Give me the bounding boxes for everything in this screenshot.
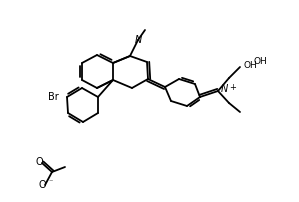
Text: ⁻: ⁻ bbox=[49, 178, 53, 186]
Text: N: N bbox=[134, 35, 142, 45]
Text: +: + bbox=[229, 82, 236, 92]
Text: OH: OH bbox=[254, 57, 268, 65]
Text: O: O bbox=[38, 180, 46, 190]
Text: N: N bbox=[221, 84, 228, 94]
Text: OH: OH bbox=[244, 61, 258, 69]
Text: Br: Br bbox=[48, 92, 59, 102]
Text: O: O bbox=[35, 157, 43, 167]
